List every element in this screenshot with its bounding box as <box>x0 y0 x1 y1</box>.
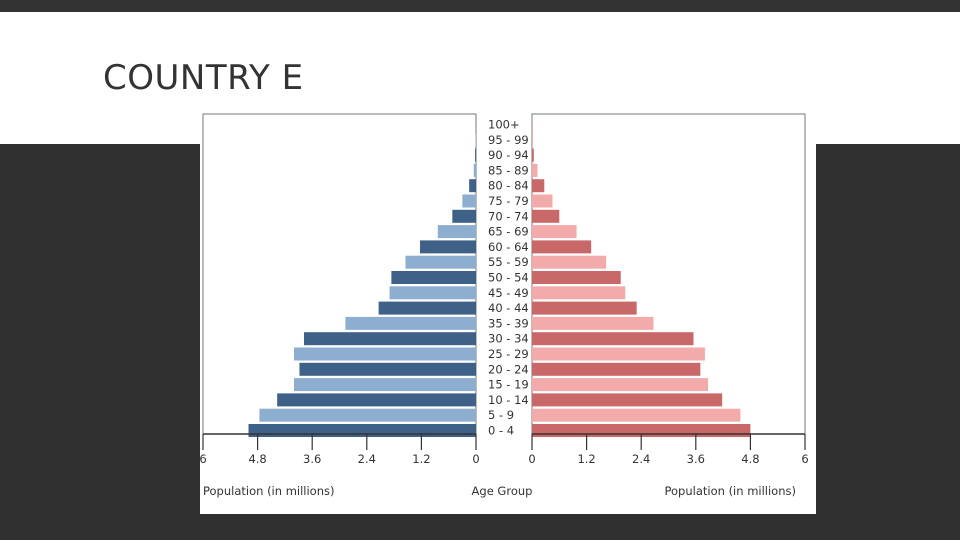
female-bar-75-79 <box>532 194 553 208</box>
male-bar-10-14 <box>277 393 476 407</box>
female-bar-60-64 <box>532 240 592 254</box>
male-bar-70-74 <box>452 209 476 223</box>
female-bar-70-74 <box>532 209 560 223</box>
female-bar-15-19 <box>532 378 709 392</box>
male-bar-40-44 <box>378 301 476 315</box>
age-label: 65 - 69 <box>488 225 529 239</box>
female-bar-65-69 <box>532 225 577 239</box>
age-label: 60 - 64 <box>488 240 529 254</box>
chart-card: 0 - 4 5 - 9 10 - 14 15 - 19 20 - 24 25 - 29 30… <box>199 110 816 514</box>
male-bar-5-9 <box>259 408 476 422</box>
age-label: 95 - 99 <box>488 133 529 147</box>
female-bar-20-24 <box>532 362 701 376</box>
age-label: 40 - 44 <box>488 301 529 315</box>
male-bars <box>248 133 476 437</box>
age-label: 45 - 49 <box>488 286 529 300</box>
female-bar-45-49 <box>532 286 626 300</box>
male-bar-55-59 <box>405 255 476 269</box>
age-label: 100+ <box>488 118 520 132</box>
male-bar-20-24 <box>299 362 476 376</box>
male-bar-25-29 <box>294 347 476 361</box>
female-bar-30-34 <box>532 332 694 346</box>
right-tick-label: 1.2 <box>577 452 595 466</box>
right-tick-label: 0 <box>528 452 535 466</box>
age-label: 30 - 34 <box>488 332 529 346</box>
right-xlabel: Population (in millions) <box>665 484 797 498</box>
left-tick-label: 4.8 <box>248 452 266 466</box>
age-label: 85 - 89 <box>488 163 529 177</box>
left-tick-label: 3.6 <box>303 452 321 466</box>
female-bar-80-84 <box>532 179 545 193</box>
age-label: 80 - 84 <box>488 179 529 193</box>
age-label: 55 - 59 <box>488 255 529 269</box>
male-bar-0-4 <box>248 424 476 437</box>
male-bar-65-69 <box>437 225 476 239</box>
female-bar-85-89 <box>532 163 538 177</box>
left-xlabel: Population (in millions) <box>203 484 335 498</box>
age-label: 90 - 94 <box>488 148 529 162</box>
right-tick-label: 6 <box>801 452 808 466</box>
female-bar-10-14 <box>532 393 723 407</box>
female-bar-35-39 <box>532 316 654 330</box>
female-bar-55-59 <box>532 255 607 269</box>
right-tick-label: 2.4 <box>632 452 650 466</box>
male-bar-90-94 <box>475 148 476 162</box>
age-label: 5 - 9 <box>488 408 514 422</box>
right-tick-label: 3.6 <box>687 452 705 466</box>
age-label: 35 - 39 <box>488 316 529 330</box>
male-bar-75-79 <box>462 194 476 208</box>
age-label: 15 - 19 <box>488 378 529 392</box>
male-bar-35-39 <box>345 316 476 330</box>
age-label: 0 - 4 <box>488 424 514 438</box>
male-bar-15-19 <box>294 378 476 392</box>
left-tick-label: 0 <box>472 452 479 466</box>
male-bar-50-54 <box>391 271 476 284</box>
left-tick-label: 2.4 <box>358 452 376 466</box>
female-bar-25-29 <box>532 347 705 361</box>
x-axes: 6 4.8 3.6 2.4 1.2 0 0 1.2 2.4 3.6 4.8 6 <box>199 433 809 466</box>
female-bar-5-9 <box>532 408 741 422</box>
male-bar-45-49 <box>389 286 476 300</box>
female-bar-40-44 <box>532 301 637 315</box>
male-bar-80-84 <box>469 179 476 193</box>
female-bar-90-94 <box>532 148 534 162</box>
left-tick-label: 1.2 <box>412 452 430 466</box>
center-xlabel: Age Group <box>472 484 533 498</box>
slide-title: COUNTRY E <box>103 58 304 98</box>
female-bar-95-99 <box>532 133 533 147</box>
female-bar-50-54 <box>532 271 621 284</box>
age-label: 10 - 14 <box>488 393 529 407</box>
age-label: 70 - 74 <box>488 209 529 223</box>
right-tick-label: 4.8 <box>741 452 759 466</box>
age-label: 50 - 54 <box>488 271 529 285</box>
male-bar-60-64 <box>420 240 476 254</box>
age-label: 20 - 24 <box>488 362 529 376</box>
male-bar-30-34 <box>304 332 476 346</box>
female-bars <box>532 118 751 437</box>
age-label: 75 - 79 <box>488 194 529 208</box>
age-label: 25 - 29 <box>488 347 529 361</box>
left-tick-label: 6 <box>200 452 207 466</box>
top-bar <box>0 0 960 12</box>
male-bar-85-89 <box>473 163 476 177</box>
